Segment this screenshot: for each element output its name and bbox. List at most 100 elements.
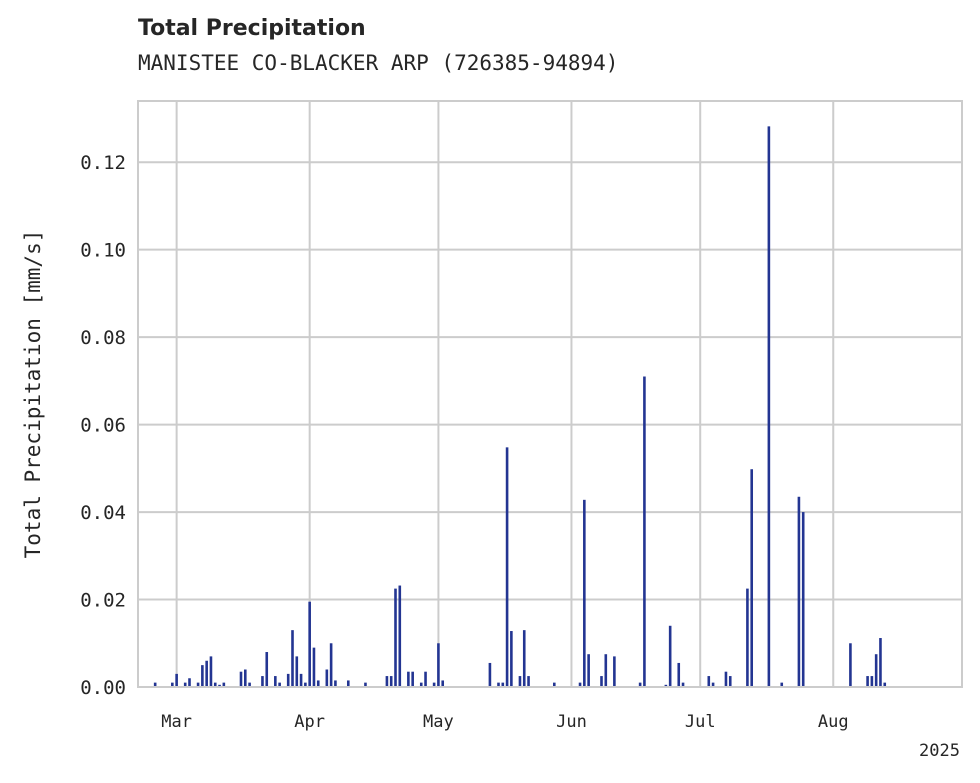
precip-bar (394, 588, 397, 687)
precip-bar (411, 671, 414, 687)
precip-bar (668, 625, 672, 687)
precip-bar (248, 682, 251, 687)
y-tick-label: 0.00 (80, 677, 126, 699)
precip-bar (879, 638, 882, 687)
precip-bar (188, 678, 191, 687)
precip-bar (295, 656, 299, 687)
precip-bar (746, 588, 749, 687)
chart-subtitle: MANISTEE CO-BLACKER ARP (726385-94894) (138, 51, 619, 75)
precip-bar (552, 682, 556, 687)
precip-bar (274, 676, 277, 687)
precip-bar (201, 665, 204, 687)
precip-bar (501, 682, 505, 687)
precip-bar (643, 376, 646, 687)
precip-bar (312, 647, 316, 687)
precip-bar (385, 676, 389, 687)
x-tick-label: Mar (161, 712, 192, 732)
precip-bar (866, 676, 869, 687)
precip-bar (213, 682, 217, 687)
precip-bar (587, 654, 590, 687)
precip-bar (346, 680, 350, 687)
precip-bar (677, 662, 681, 687)
precip-bar (497, 682, 500, 687)
precip-bar (522, 630, 526, 687)
precip-bar (638, 682, 642, 687)
precip-bar (205, 660, 208, 687)
precip-bar (218, 684, 221, 687)
precip-bar (767, 126, 771, 687)
precip-bar (389, 676, 393, 687)
precip-bar (325, 669, 329, 687)
precip-bar (711, 682, 715, 687)
precip-bar (419, 682, 423, 687)
precip-bar (583, 499, 586, 687)
precip-bar (724, 671, 728, 687)
precip-bar (407, 671, 410, 687)
precip-bar (750, 469, 754, 687)
precip-bar (874, 654, 878, 687)
precip-bar (578, 682, 582, 687)
chart-title: Total Precipitation (138, 16, 366, 41)
precip-bar (664, 684, 668, 687)
x-tick-label: Aug (818, 712, 849, 732)
precip-bar (510, 631, 513, 687)
precip-bar (308, 601, 311, 687)
precip-bar (424, 671, 427, 687)
precip-bar (398, 585, 402, 687)
x-tick-label: Jun (556, 712, 587, 732)
precip-bar (286, 673, 290, 687)
precip-bar (183, 682, 187, 687)
precip-bar (488, 662, 492, 687)
y-tick-label: 0.06 (80, 415, 126, 437)
precip-bar (304, 682, 307, 687)
precip-bar (239, 671, 243, 687)
precip-bar (364, 682, 367, 687)
precip-bar (883, 682, 887, 687)
y-tick-label: 0.04 (80, 502, 126, 524)
precip-bar (291, 630, 294, 687)
x-tick-label: Apr (294, 712, 325, 732)
precip-bar (261, 676, 264, 687)
y-tick-label: 0.02 (80, 590, 126, 612)
precip-bar (681, 682, 685, 687)
precip-bar (153, 682, 157, 687)
precip-bar (222, 682, 226, 687)
y-axis-label: Total Precipitation [mm/s] (21, 230, 45, 559)
precip-bar (441, 680, 445, 687)
precip-bar (175, 673, 178, 687)
precip-bar (209, 656, 213, 687)
precip-bar (505, 447, 509, 687)
precip-bar (518, 676, 522, 687)
precip-bar (316, 680, 320, 687)
grid-lines (138, 101, 962, 688)
precip-bar (299, 673, 303, 687)
bars (153, 126, 887, 687)
x-axis-ticks: Mar Apr May Jun Jul Aug (161, 712, 848, 732)
y-tick-label: 0.08 (80, 327, 126, 349)
precip-bar (171, 682, 174, 687)
x-tick-label: Jul (685, 712, 716, 732)
precip-bar (780, 682, 784, 687)
precip-bar (437, 643, 440, 687)
precip-bar (432, 682, 436, 687)
precip-bar (600, 676, 603, 687)
precip-bar (329, 643, 333, 687)
precip-bar (527, 676, 530, 687)
y-tick-label: 0.12 (80, 152, 126, 174)
precip-bar (243, 669, 247, 687)
plot-frame (137, 100, 963, 688)
precip-bar (196, 682, 200, 687)
precip-bar (604, 654, 608, 687)
precip-bar (613, 656, 616, 687)
precip-bar (849, 643, 852, 687)
y-axis-ticks: 0.00 0.02 0.04 0.06 0.08 0.10 0.12 (80, 152, 126, 699)
precip-bar (278, 682, 281, 687)
precip-bar (334, 680, 337, 687)
precip-bar (797, 496, 801, 687)
precip-bar (801, 512, 805, 687)
x-axis-year-label: 2025 (919, 741, 960, 761)
precip-bar (728, 676, 732, 687)
x-tick-label: May (423, 712, 454, 732)
precip-bar (870, 676, 874, 687)
